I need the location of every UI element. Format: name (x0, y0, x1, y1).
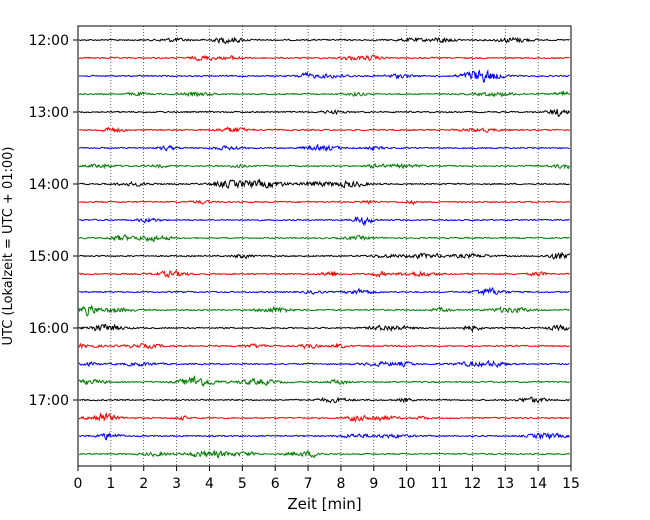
y-tick-label: 14:00 (29, 177, 69, 193)
trace-1400 (78, 178, 570, 190)
trace-1545 (78, 304, 570, 317)
trace-1745 (78, 449, 571, 460)
trace-1215 (78, 54, 571, 62)
trace-1500 (78, 252, 571, 260)
trace-1200 (78, 36, 570, 45)
y-axis-label: UTC (Lokalzeit = UTC + 01:00) (1, 147, 16, 346)
x-tick-label: 1 (106, 476, 115, 492)
trace-1600 (78, 323, 570, 333)
trace-1530 (78, 286, 570, 297)
x-tick-label: 8 (336, 476, 345, 492)
trace-1715 (78, 411, 570, 423)
plot-frame (77, 25, 572, 467)
trace-1345 (78, 162, 571, 170)
x-axis-label: Zeit [min] (287, 495, 361, 513)
x-tick-label: 0 (74, 476, 83, 492)
y-axis: 12:00 13:00 14:00 15:00 16:00 17:00 (29, 33, 78, 409)
x-tick-label: 13 (496, 476, 514, 492)
x-gridlines (110, 26, 539, 466)
trace-1245 (78, 90, 571, 98)
x-tick-label: 9 (369, 476, 378, 492)
trace-1330 (78, 143, 570, 152)
x-tick-label: 10 (398, 476, 416, 492)
y-tick-label: 13:00 (29, 105, 69, 121)
x-axis: 0 1 2 3 4 5 6 7 8 9 10 11 12 13 14 15 (74, 466, 580, 492)
x-tick-label: 4 (205, 476, 214, 492)
x-tick-label: 11 (431, 476, 449, 492)
trace-1300 (78, 108, 571, 118)
seismogram-traces (78, 36, 571, 460)
x-tick-label: 3 (172, 476, 181, 492)
trace-1415 (78, 199, 571, 205)
x-tick-label: 6 (271, 476, 280, 492)
x-tick-label: 7 (304, 476, 313, 492)
x-tick-label: 12 (463, 476, 481, 492)
trace-1445 (78, 234, 570, 243)
x-tick-label: 2 (139, 476, 148, 492)
x-tick-label: 15 (562, 476, 580, 492)
trace-1730 (78, 431, 570, 441)
trace-1230 (78, 69, 570, 83)
x-tick-label: 14 (529, 476, 547, 492)
trace-1515 (78, 269, 571, 279)
trace-1430 (78, 215, 571, 227)
trace-1700 (78, 396, 570, 404)
trace-1645 (78, 375, 570, 388)
y-tick-label: 16:00 (29, 321, 69, 337)
y-tick-label: 12:00 (29, 33, 69, 49)
trace-1315 (78, 126, 571, 133)
y-tick-label: 17:00 (29, 393, 69, 409)
x-tick-label: 5 (238, 476, 247, 492)
trace-1615 (78, 342, 570, 350)
y-tick-label: 15:00 (29, 249, 69, 265)
trace-1630 (78, 359, 570, 369)
